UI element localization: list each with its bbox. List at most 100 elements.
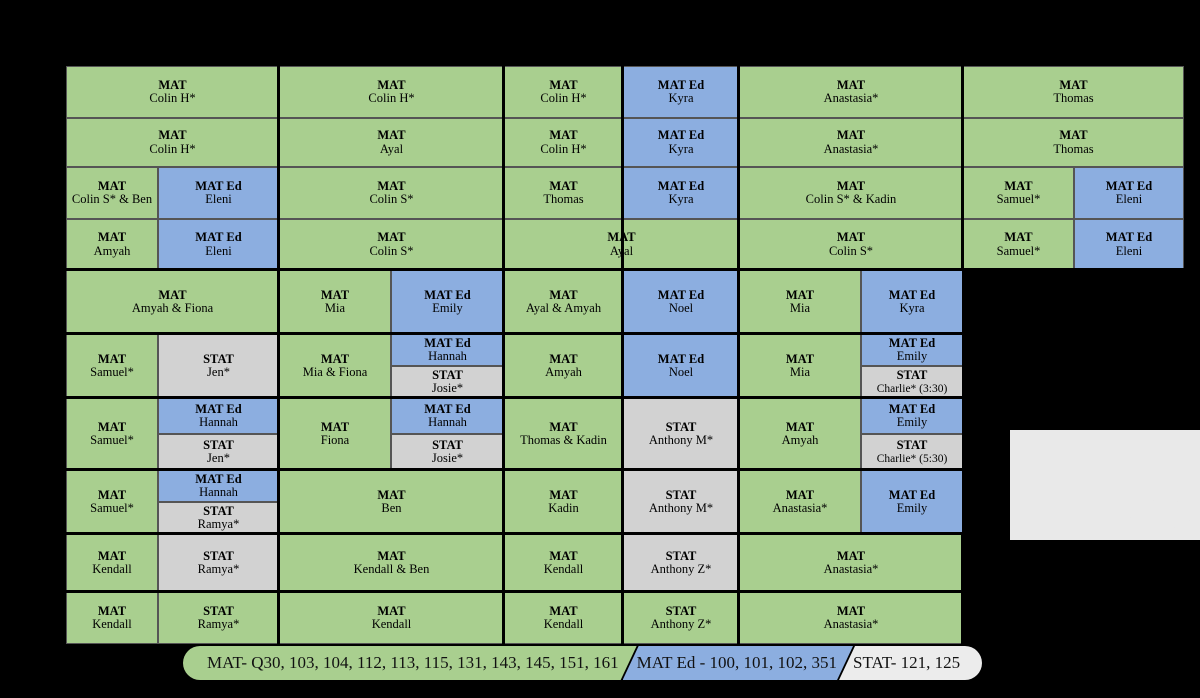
- schedule-cell[interactable]: MAT Ed Eleni: [158, 167, 279, 219]
- schedule-cell[interactable]: MAT Anastasia*: [739, 470, 861, 534]
- schedule-cell[interactable]: MAT Kadin: [504, 470, 623, 534]
- cell-course: MAT Ed: [195, 178, 242, 193]
- cell-name: Emily: [896, 501, 928, 515]
- schedule-cell[interactable]: MAT Mia: [739, 334, 861, 398]
- schedule-cell[interactable]: MAT Ayal & Amyah: [504, 270, 623, 334]
- schedule-cell[interactable]: MAT Colin S*: [279, 167, 504, 219]
- cell-course: MAT: [836, 77, 866, 92]
- schedule-cell[interactable]: STAT Ramya*: [158, 592, 279, 644]
- schedule-cell[interactable]: MAT Ed Emily: [861, 470, 963, 534]
- schedule-cell[interactable]: MAT Ed Hannah: [158, 470, 279, 502]
- schedule-cell[interactable]: MAT Amyah & Fiona: [66, 270, 279, 334]
- schedule-cell[interactable]: MAT Amyah: [504, 334, 623, 398]
- cell-name: Kadin: [548, 501, 579, 515]
- schedule-cell[interactable]: STAT Jen*: [158, 434, 279, 470]
- schedule-cell[interactable]: MAT Ed Eleni: [158, 219, 279, 270]
- schedule-cell[interactable]: MAT Anastasia*: [739, 592, 963, 644]
- schedule-cell[interactable]: MAT Ed Eleni: [1074, 219, 1184, 270]
- schedule-cell[interactable]: MAT Kendall: [504, 592, 623, 644]
- schedule-cell[interactable]: MAT Thomas & Kadin: [504, 398, 623, 470]
- schedule-cell[interactable]: MAT Kendall: [66, 534, 158, 592]
- schedule-cell[interactable]: MAT Samuel*: [963, 167, 1074, 219]
- schedule-cell[interactable]: MAT Colin S* & Kadin: [739, 167, 963, 219]
- schedule-cell[interactable]: STAT Anthony M*: [623, 398, 739, 470]
- schedule-cell[interactable]: MAT Ben: [279, 470, 504, 534]
- schedule-cell[interactable]: MAT Ed Kyra: [623, 167, 739, 219]
- schedule-cell[interactable]: MAT Anastasia*: [739, 534, 963, 592]
- schedule-cell[interactable]: MAT Colin S* & Ben: [66, 167, 158, 219]
- cell-name: Amyah: [781, 433, 819, 447]
- schedule-cell[interactable]: MAT Thomas: [504, 167, 623, 219]
- schedule-cell[interactable]: MAT Amyah: [66, 219, 158, 270]
- row-divider: [66, 268, 963, 271]
- schedule-cell[interactable]: MAT Kendall: [66, 592, 158, 644]
- schedule-cell[interactable]: STAT Ramya*: [158, 534, 279, 592]
- cell-name: Ramya*: [197, 562, 240, 576]
- schedule-cell[interactable]: MAT Ed Kyra: [861, 270, 963, 334]
- cell-course: MAT: [158, 77, 187, 92]
- schedule-cell[interactable]: MAT Ed Emily: [861, 398, 963, 434]
- schedule-cell[interactable]: MAT Colin H*: [279, 66, 504, 118]
- schedule-cell[interactable]: MAT Colin H*: [504, 66, 623, 118]
- schedule-cell[interactable]: MAT Ed Hannah: [391, 398, 504, 434]
- schedule-cell[interactable]: MAT Colin H*: [66, 66, 279, 118]
- legend-item-mat-ed[interactable]: MAT Ed - 100, 101, 102, 351: [623, 646, 853, 680]
- schedule-cell[interactable]: MAT Ed Hannah: [158, 398, 279, 434]
- legend-label-stat: STAT- 121, 125: [853, 653, 961, 672]
- schedule-cell[interactable]: MAT Colin H*: [66, 118, 279, 167]
- cell-course: STAT: [203, 437, 234, 452]
- schedule-cell[interactable]: MAT Ed Noel: [623, 270, 739, 334]
- schedule-cell[interactable]: MAT Anastasia*: [739, 66, 963, 118]
- schedule-cell[interactable]: MAT Ed Noel: [623, 334, 739, 398]
- cell-course: STAT: [665, 548, 697, 563]
- schedule-cell[interactable]: MAT Ed Emily: [861, 334, 963, 366]
- cell-course: MAT Ed: [657, 287, 705, 302]
- schedule-cell[interactable]: STAT Anthony Z*: [623, 534, 739, 592]
- cell-course: STAT: [665, 487, 697, 502]
- schedule-cell[interactable]: STAT Josie*: [391, 434, 504, 470]
- cell-course: STAT: [203, 548, 234, 563]
- schedule-cell[interactable]: MAT Kendall & Ben: [279, 534, 504, 592]
- schedule-cell[interactable]: STAT Anthony M*: [623, 470, 739, 534]
- schedule-cell[interactable]: STAT Charlie* (3:30): [861, 366, 963, 398]
- cell-name: Emily: [896, 349, 928, 363]
- schedule-cell[interactable]: STAT Jen*: [158, 334, 279, 398]
- schedule-cell[interactable]: MAT Samuel*: [963, 219, 1074, 270]
- schedule-cell[interactable]: MAT Colin S*: [739, 219, 963, 270]
- schedule-cell[interactable]: MAT Samuel*: [66, 334, 158, 398]
- schedule-cell[interactable]: STAT Charlie* (5:30): [861, 434, 963, 470]
- schedule-cell[interactable]: MAT Ayal: [279, 118, 504, 167]
- schedule-cell[interactable]: MAT Ed Emily: [391, 270, 504, 334]
- schedule-cell[interactable]: MAT Ed Eleni: [1074, 167, 1184, 219]
- legend-item-stat[interactable]: STAT- 121, 125: [839, 646, 983, 680]
- schedule-cell[interactable]: MAT Samuel*: [66, 470, 158, 534]
- cell-name: Anastasia*: [823, 562, 879, 576]
- schedule-cell[interactable]: MAT Fiona: [279, 398, 391, 470]
- schedule-cell[interactable]: MAT Anastasia*: [739, 118, 963, 167]
- schedule-cell[interactable]: MAT Ed Kyra: [623, 118, 739, 167]
- cell-course: MAT: [377, 77, 406, 92]
- schedule-cell[interactable]: STAT Josie*: [391, 366, 504, 398]
- cell-name: Samuel*: [996, 192, 1041, 206]
- cell-course: MAT: [158, 128, 187, 142]
- schedule-cell[interactable]: STAT Ramya*: [158, 502, 279, 534]
- cell-course: MAT Ed: [195, 471, 242, 486]
- schedule-cell[interactable]: MAT Thomas: [963, 118, 1184, 167]
- schedule-cell[interactable]: MAT Thomas: [963, 66, 1184, 118]
- schedule-cell[interactable]: MAT Colin H*: [504, 118, 623, 167]
- schedule-cell[interactable]: MAT Amyah: [739, 398, 861, 470]
- legend-item-mat[interactable]: MAT- Q30, 103, 104, 112, 113, 115, 131, …: [183, 646, 637, 680]
- schedule-cell[interactable]: MAT Samuel*: [66, 398, 158, 470]
- cell-course: MAT Ed: [657, 351, 705, 366]
- cell-course: MAT: [1059, 77, 1088, 92]
- schedule-cell[interactable]: MAT Kendall: [279, 592, 504, 644]
- schedule-cell[interactable]: MAT Mia: [739, 270, 861, 334]
- schedule-cell[interactable]: MAT Mia & Fiona: [279, 334, 391, 398]
- cell-name: Eleni: [1115, 192, 1143, 206]
- schedule-cell[interactable]: STAT Anthony Z*: [623, 592, 739, 644]
- schedule-cell[interactable]: MAT Kendall: [504, 534, 623, 592]
- schedule-cell[interactable]: MAT Mia: [279, 270, 391, 334]
- schedule-cell[interactable]: MAT Ed Kyra: [623, 66, 739, 118]
- schedule-cell[interactable]: MAT Colin S*: [279, 219, 504, 270]
- schedule-cell[interactable]: MAT Ed Hannah: [391, 334, 504, 366]
